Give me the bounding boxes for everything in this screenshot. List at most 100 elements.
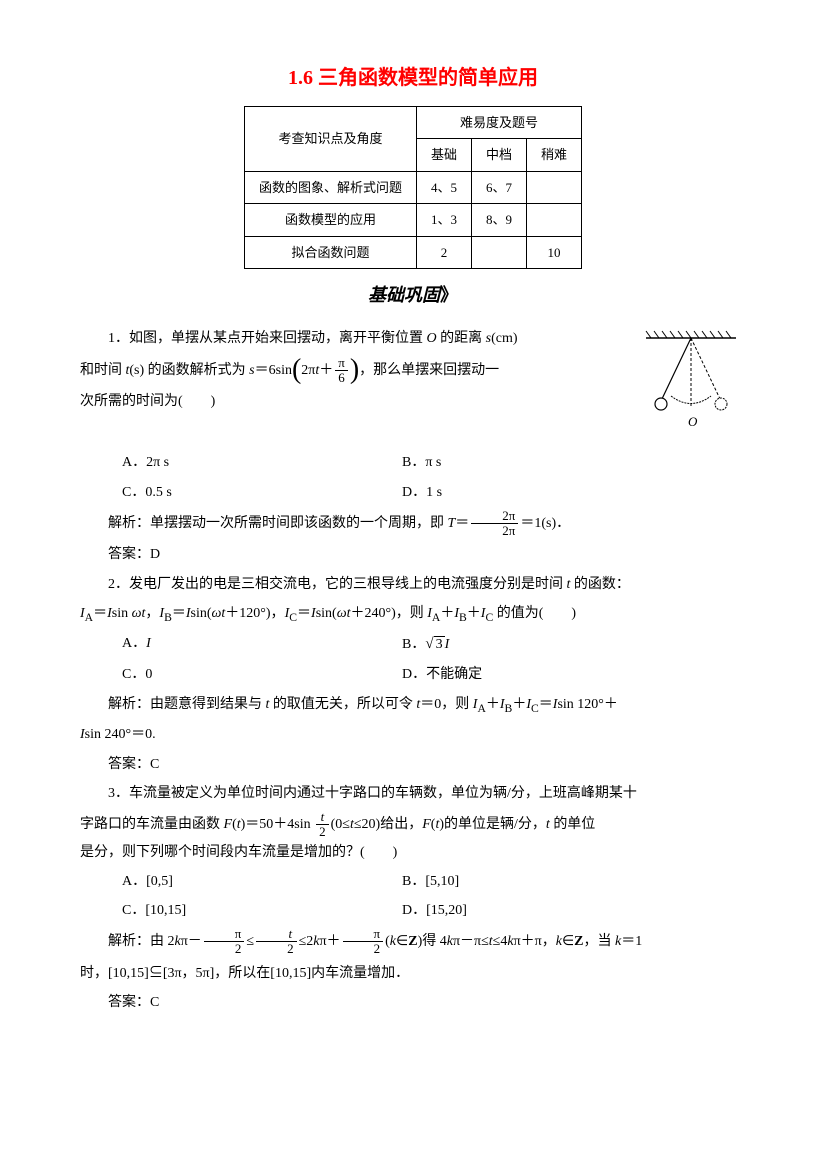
cell: 1、3 [416, 204, 471, 236]
q3-line1: 3．车流量被定义为单位时间内通过十字路口的车辆数，单位为辆/分，上班高峰期某十 [80, 781, 746, 806]
text: (cm) [491, 331, 517, 346]
denominator: 2π [471, 524, 518, 538]
q1-answer: 答案：D [80, 542, 746, 567]
q2-line1: 2．发电厂发出的电是三相交流电，它的三根导线上的电流强度分别是时间 t 的函数： [80, 572, 746, 597]
q3-solution-1: 解析：由 2kπ－π2≤t2≤2kπ＋π2(k∈Z)得 4kπ－π≤t≤4kπ＋… [80, 927, 746, 957]
text: ＝1(s)． [520, 516, 570, 531]
text: 字路口的车流量由函数 [80, 817, 224, 832]
text: 的取值无关，所以可令 [269, 697, 416, 712]
q1-options-row1: A．2π s B．π s [122, 450, 746, 475]
cell: 10 [527, 236, 582, 268]
cell [527, 171, 582, 203]
label: B． [402, 637, 425, 652]
text: ，那么单摆来回摆动一 [359, 363, 499, 378]
q3-line2: 字路口的车流量由函数 F(t)＝50＋4sin t2(0≤t≤20)给出，F(t… [80, 810, 746, 840]
q2-optD: D．不能确定 [402, 662, 682, 687]
q2-answer: 答案：C [80, 752, 746, 777]
q1-optA: A．2π s [122, 450, 402, 475]
section-banner: 基础巩固》 [80, 279, 746, 311]
numerator: π [343, 927, 384, 942]
var-O: O [427, 331, 437, 346]
numerator: π [204, 927, 245, 942]
q2-options-row2: C．0 D．不能确定 [122, 662, 746, 687]
fraction: t2 [316, 810, 329, 840]
q3-line3: 是分，则下列哪个时间段内车流量是增加的？( ) [80, 840, 746, 865]
fraction: π2 [204, 927, 245, 957]
q3-optB: B．[5,10] [402, 869, 682, 894]
table-row: 函数模型的应用 1、3 8、9 [244, 204, 581, 236]
fraction: π6 [335, 356, 348, 386]
fraction: 2π2π [471, 509, 518, 539]
text: ＝0，则 [420, 697, 473, 712]
text: ＝6sin [255, 363, 292, 378]
fraction: t2 [256, 927, 297, 957]
q3-optD: D．[15,20] [402, 898, 682, 923]
q1-optC: C．0.5 s [122, 480, 402, 505]
denominator: 6 [335, 371, 348, 385]
th-knowledge: 考查知识点及角度 [244, 107, 416, 172]
banner-arrow-icon: 》 [440, 285, 458, 305]
th-difficulty: 难易度及题号 [416, 107, 581, 139]
val: I [146, 636, 151, 651]
q2-solution-1: 解析：由题意得到结果与 t 的取值无关，所以可令 t＝0，则 IA＋IB＋IC＝… [80, 692, 746, 719]
denominator: 2 [316, 825, 329, 839]
row-label: 拟合函数问题 [244, 236, 416, 268]
q1-optB: B．π s [402, 450, 682, 475]
q1-options-row2: C．0.5 s D．1 s [122, 480, 746, 505]
text: 的距离 [437, 331, 486, 346]
table-row: 拟合函数问题 2 10 [244, 236, 581, 268]
table-row: 函数的图象、解析式问题 4、5 6、7 [244, 171, 581, 203]
q2-optC: C．0 [122, 662, 402, 687]
bracket-expr: (2πt＋π6) [292, 356, 359, 386]
th-basic: 基础 [416, 139, 471, 171]
q2-optB: B．3I [402, 631, 682, 658]
text: 2π [301, 358, 315, 383]
cell: 8、9 [472, 204, 527, 236]
text: ＝ [455, 516, 469, 531]
th-hard: 稍难 [527, 139, 582, 171]
q2-line2: IA＝Isin ωt，IB＝Isin(ωt＋120°)，IC＝Isin(ωt＋2… [80, 601, 746, 628]
th-mid: 中档 [472, 139, 527, 171]
numerator: π [335, 356, 348, 371]
row-label: 函数的图象、解析式问题 [244, 171, 416, 203]
denominator: 2 [204, 942, 245, 956]
rparen-icon: ) [350, 356, 359, 384]
q3-answer: 答案：C [80, 990, 746, 1015]
q2-optA: A．I [122, 631, 402, 658]
sqrt-icon: 3 [425, 631, 444, 658]
cell: 2 [416, 236, 471, 268]
q2-options-row1: A．I B．3I [122, 631, 746, 658]
denominator: 2 [343, 942, 384, 956]
text: (s) 的函数解析式为 [129, 363, 249, 378]
q3-options-row2: C．[10,15] D．[15,20] [122, 898, 746, 923]
svg-text:O: O [688, 414, 698, 429]
q3-optA: A．[0,5] [122, 869, 402, 894]
text: ＋ [319, 358, 333, 383]
info-table: 考查知识点及角度 难易度及题号 基础 中档 稍难 函数的图象、解析式问题 4、5… [244, 106, 582, 269]
q2-solution-2: Isin 240°＝0. [80, 722, 746, 747]
text: 和时间 [80, 363, 126, 378]
q1-optD: D．1 s [402, 480, 682, 505]
label: A． [122, 636, 146, 651]
q1-solution: 解析：单摆摆动一次所需时间即该函数的一个周期，即 T＝2π2π＝1(s)． [80, 509, 746, 539]
q3-solution-2: 时，[10,15]⊆[3π，5π]，所以在[10,15]内车流量增加． [80, 961, 746, 986]
text: 解析：由题意得到结果与 [108, 697, 266, 712]
text: 解析：单摆摆动一次所需时间即该函数的一个周期，即 [108, 516, 448, 531]
q3-optC: C．[10,15] [122, 898, 402, 923]
fraction: π2 [343, 927, 384, 957]
cell: 6、7 [472, 171, 527, 203]
denominator: 2 [256, 942, 297, 956]
row-label: 函数模型的应用 [244, 204, 416, 236]
numerator: 2π [471, 509, 518, 524]
banner-text: 基础巩固 [368, 285, 440, 305]
numerator: t [316, 810, 329, 825]
pendulum-figure: O [636, 326, 746, 436]
numerator: t [256, 927, 297, 942]
q3-options-row1: A．[0,5] B．[5,10] [122, 869, 746, 894]
text: 1．如图，单摆从某点开始来回摆动，离开平衡位置 [108, 331, 427, 346]
val: I [445, 637, 450, 652]
lparen-icon: ( [292, 356, 301, 384]
cell [527, 204, 582, 236]
cell [472, 236, 527, 268]
cell: 4、5 [416, 171, 471, 203]
